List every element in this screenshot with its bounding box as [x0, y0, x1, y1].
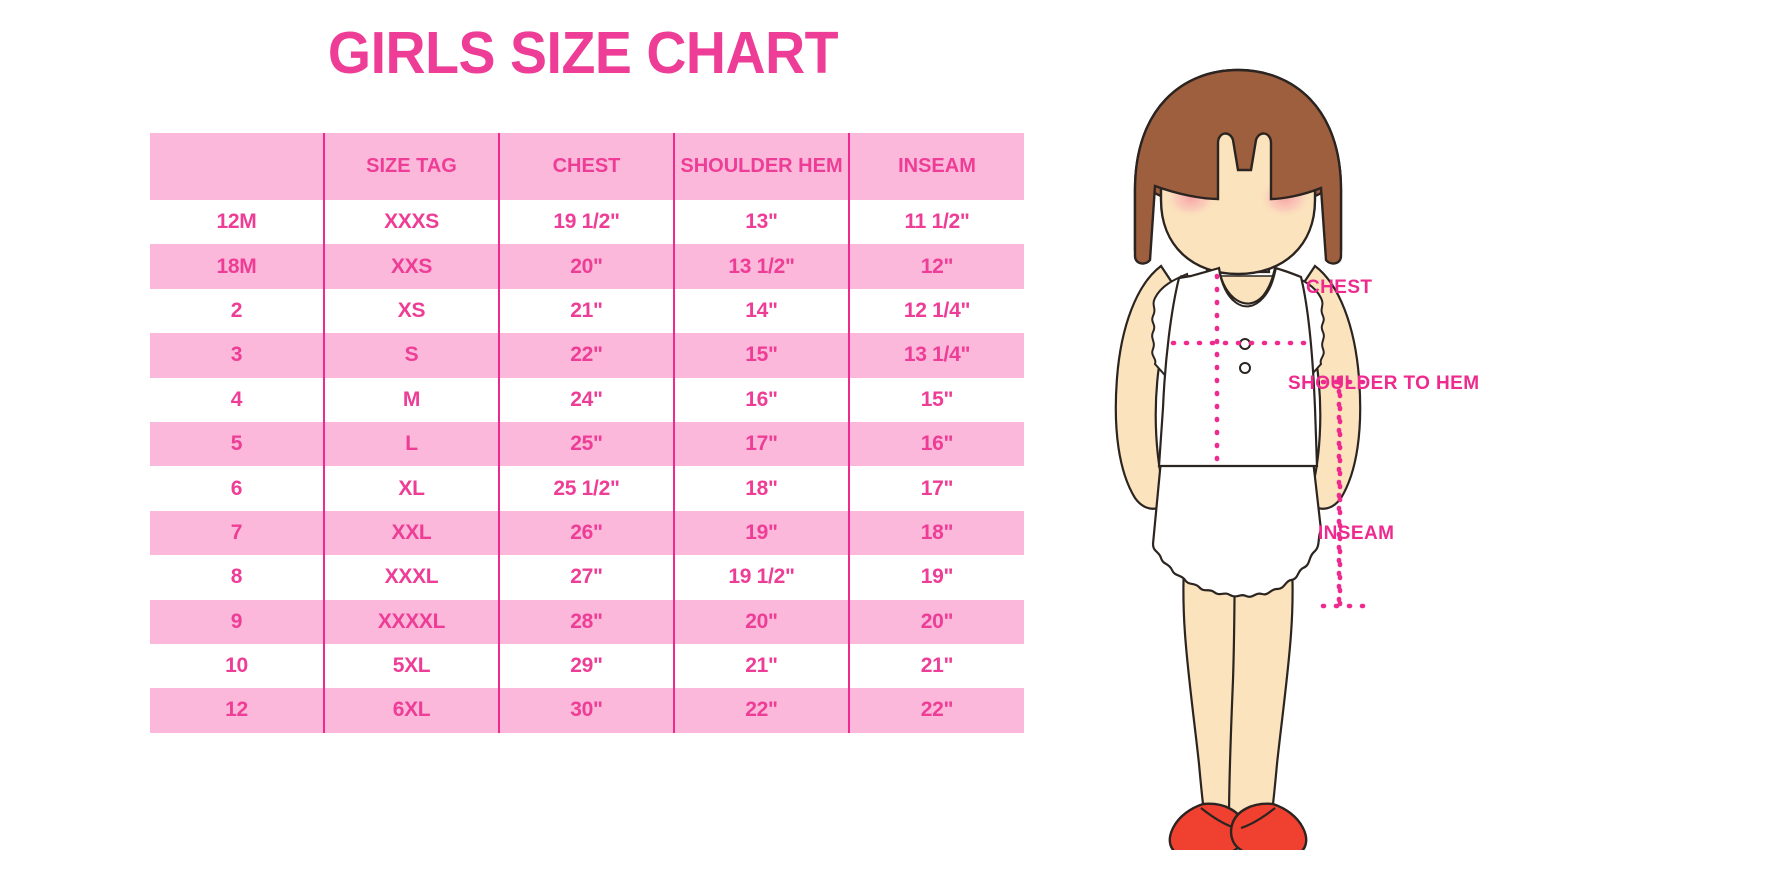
size-chart-table: SIZE TAG CHEST SHOULDER HEM INSEAM 12M X…: [150, 133, 1024, 733]
cell-size: 18M: [150, 244, 324, 289]
cell-size-tag: XL: [323, 466, 499, 511]
cell-size: 3: [150, 333, 324, 378]
bangs-shape: [1133, 68, 1343, 265]
cell-chest: 25 1/2": [498, 466, 674, 511]
cell-size: 2: [150, 288, 324, 334]
column-header-chest: CHEST: [498, 133, 674, 200]
cell-size-tag: XXL: [323, 510, 499, 556]
header-row: SIZE TAG CHEST SHOULDER HEM INSEAM: [150, 133, 1024, 200]
cell-chest: 25": [498, 421, 674, 467]
cell-inseam: 20": [848, 599, 1024, 644]
cell-inseam: 15": [848, 377, 1024, 422]
cell-size-tag: XXS: [323, 244, 499, 289]
cell-shoulder-hem: 13": [673, 200, 849, 245]
button-lower: [1239, 362, 1251, 374]
label-shoulder-to-hem: SHOULDER TO HEM: [1288, 373, 1480, 394]
cell-chest: 28": [498, 599, 674, 644]
cell-size: 7: [150, 510, 324, 556]
cell-size-tag: 5XL: [323, 643, 499, 689]
inseam-guide-group: [1320, 379, 1366, 609]
cell-chest: 27": [498, 555, 674, 600]
cell-size-tag: XXXS: [323, 200, 499, 245]
cell-shoulder-hem: 19 1/2": [673, 555, 849, 600]
cell-chest: 30": [498, 688, 674, 733]
table-row: 2 XS 21" 14" 12 1/4": [150, 288, 1024, 334]
table-row: 12M XXXS 19 1/2" 13" 11 1/2": [150, 200, 1024, 245]
girl-measurement-illustration: [1095, 60, 1515, 850]
cell-shoulder-hem: 19": [673, 510, 849, 556]
cell-shoulder-hem: 13 1/2": [673, 244, 849, 289]
cell-size-tag: XXXL: [323, 555, 499, 600]
top-shape: [1151, 266, 1325, 468]
table-row: 6 XL 25 1/2" 18" 17": [150, 466, 1024, 511]
cell-shoulder-hem: 14": [673, 288, 849, 334]
table-row: 7 XXL 26" 19" 18": [150, 510, 1024, 556]
button-upper: [1239, 338, 1251, 350]
column-header-shoulder-hem: SHOULDER HEM: [673, 133, 849, 200]
page-title: GIRLS SIZE CHART: [327, 20, 839, 86]
cell-chest: 22": [498, 333, 674, 378]
cell-inseam: 21": [848, 643, 1024, 689]
cell-size: 12M: [150, 200, 324, 245]
cell-chest: 26": [498, 510, 674, 556]
table-row: 9 XXXXL 28" 20" 20": [150, 599, 1024, 644]
column-header-inseam: INSEAM: [848, 133, 1024, 200]
skirt-shape: [1151, 458, 1323, 598]
cell-shoulder-hem: 22": [673, 688, 849, 733]
cell-size-tag: XS: [323, 288, 499, 334]
cell-inseam: 12 1/4": [848, 288, 1024, 334]
cell-size: 6: [150, 466, 324, 511]
cell-size: 8: [150, 555, 324, 600]
table-row: 18M XXS 20" 13 1/2" 12": [150, 244, 1024, 289]
table-row: 3 S 22" 15" 13 1/4": [150, 333, 1024, 378]
table-row: 12 6XL 30" 22" 22": [150, 688, 1024, 733]
cell-chest: 20": [498, 244, 674, 289]
cell-inseam: 19": [848, 555, 1024, 600]
cell-shoulder-hem: 20": [673, 599, 849, 644]
column-header-size-tag: SIZE TAG: [323, 133, 499, 200]
cell-shoulder-hem: 18": [673, 466, 849, 511]
label-chest: CHEST: [1306, 277, 1373, 298]
shoes-shape: [1168, 802, 1308, 850]
cell-inseam: 17": [848, 466, 1024, 511]
table-row: 10 5XL 29" 21" 21": [150, 643, 1024, 689]
cell-shoulder-hem: 21": [673, 643, 849, 689]
cell-size-tag: L: [323, 421, 499, 467]
label-inseam: INSEAM: [1318, 523, 1395, 544]
cell-size: 5: [150, 421, 324, 467]
table-row: 4 M 24" 16" 15": [150, 377, 1024, 422]
table-header: SIZE TAG CHEST SHOULDER HEM INSEAM: [150, 133, 1024, 200]
cell-chest: 21": [498, 288, 674, 334]
cell-size: 10: [150, 643, 324, 689]
cell-inseam: 12": [848, 244, 1024, 289]
cell-size-tag: 6XL: [323, 688, 499, 733]
cell-size: 9: [150, 599, 324, 644]
cell-inseam: 16": [848, 421, 1024, 467]
measurement-guides: [1170, 273, 1342, 608]
column-header-size: [150, 133, 324, 200]
cell-size-tag: XXXXL: [323, 599, 499, 644]
cell-inseam: 11 1/2": [848, 200, 1024, 245]
cell-shoulder-hem: 17": [673, 421, 849, 467]
cell-chest: 19 1/2": [498, 200, 674, 245]
cell-chest: 24": [498, 377, 674, 422]
cell-size-tag: M: [323, 377, 499, 422]
cell-size: 12: [150, 688, 324, 733]
table-row: 5 L 25" 17" 16": [150, 421, 1024, 467]
cell-size-tag: S: [323, 333, 499, 378]
cell-shoulder-hem: 15": [673, 333, 849, 378]
cell-inseam: 18": [848, 510, 1024, 556]
cell-inseam: 13 1/4": [848, 333, 1024, 378]
table-row: 8 XXXL 27" 19 1/2" 19": [150, 555, 1024, 600]
cell-size: 4: [150, 377, 324, 422]
cell-inseam: 22": [848, 688, 1024, 733]
cell-chest: 29": [498, 643, 674, 689]
table-body: 12M XXXS 19 1/2" 13" 11 1/2" 18M XXS 20"…: [150, 200, 1024, 733]
cell-shoulder-hem: 16": [673, 377, 849, 422]
